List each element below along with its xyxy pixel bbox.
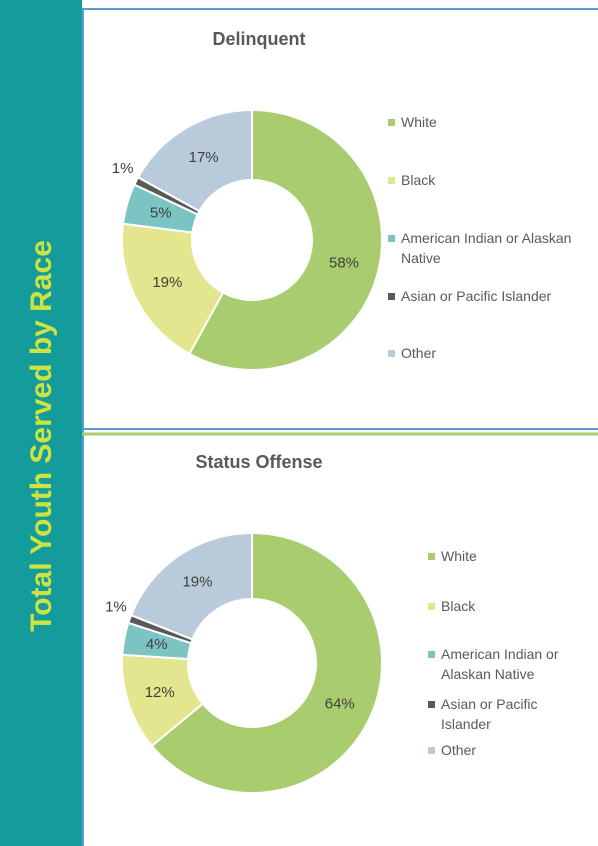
donut-slice [150, 531, 383, 794]
legend-marker [388, 119, 395, 126]
banner-bg [0, 0, 82, 846]
legend-marker [428, 603, 435, 610]
legend-item: White [388, 112, 573, 132]
legend-label: Asian or Pacific Islander [401, 288, 552, 304]
data-label: 1% [105, 599, 127, 616]
legend-item: American Indian or Alaskan Native [388, 228, 573, 268]
donut-slice [121, 222, 225, 356]
data-label: 1% [112, 160, 134, 177]
data-label: 5% [150, 204, 172, 221]
data-label: 17% [189, 149, 219, 166]
legend-item: White [428, 546, 580, 566]
legend-marker [428, 701, 435, 708]
legend-label: Other [441, 742, 477, 758]
legend-marker [388, 177, 395, 184]
legend-label: American Indian or Alaskan Native [401, 230, 572, 266]
banner-title: Total Youth Served by Race [25, 240, 58, 632]
legend-marker [428, 553, 435, 560]
data-label: 12% [145, 684, 175, 701]
data-label: 19% [182, 574, 212, 591]
legend-marker [428, 651, 435, 658]
legend-label: White [401, 114, 437, 130]
data-label: 4% [146, 636, 168, 653]
data-label: 19% [152, 274, 182, 291]
legend-label: American Indian or Alaskan Native [441, 646, 559, 682]
legend-label: Black [401, 172, 436, 188]
legend-marker [388, 293, 395, 300]
donut-slice [136, 108, 253, 213]
legend-label: Asian or Pacific Islander [441, 696, 538, 732]
donut-slice [129, 531, 253, 641]
chart-title: Delinquent [213, 29, 306, 49]
legend-item: American Indian or Alaskan Native [428, 644, 580, 684]
legend-item: Other [388, 343, 573, 363]
data-label: 64% [325, 695, 355, 712]
data-label: 58% [329, 255, 359, 272]
legend-marker [428, 747, 435, 754]
donut-slice [188, 108, 383, 371]
legend-item: Asian or Pacific Islander [388, 286, 573, 306]
legend-item: Other [428, 740, 580, 760]
chart-title: Status Offense [195, 452, 322, 472]
legend-item: Black [388, 170, 573, 190]
legend-item: Asian or Pacific Islander [428, 694, 580, 734]
legend-label: White [441, 548, 477, 564]
legend-label: Black [441, 598, 476, 614]
legend-marker [388, 235, 395, 242]
legend-marker [388, 350, 395, 357]
legend-label: Other [401, 345, 437, 361]
legend-item: Black [428, 596, 580, 616]
